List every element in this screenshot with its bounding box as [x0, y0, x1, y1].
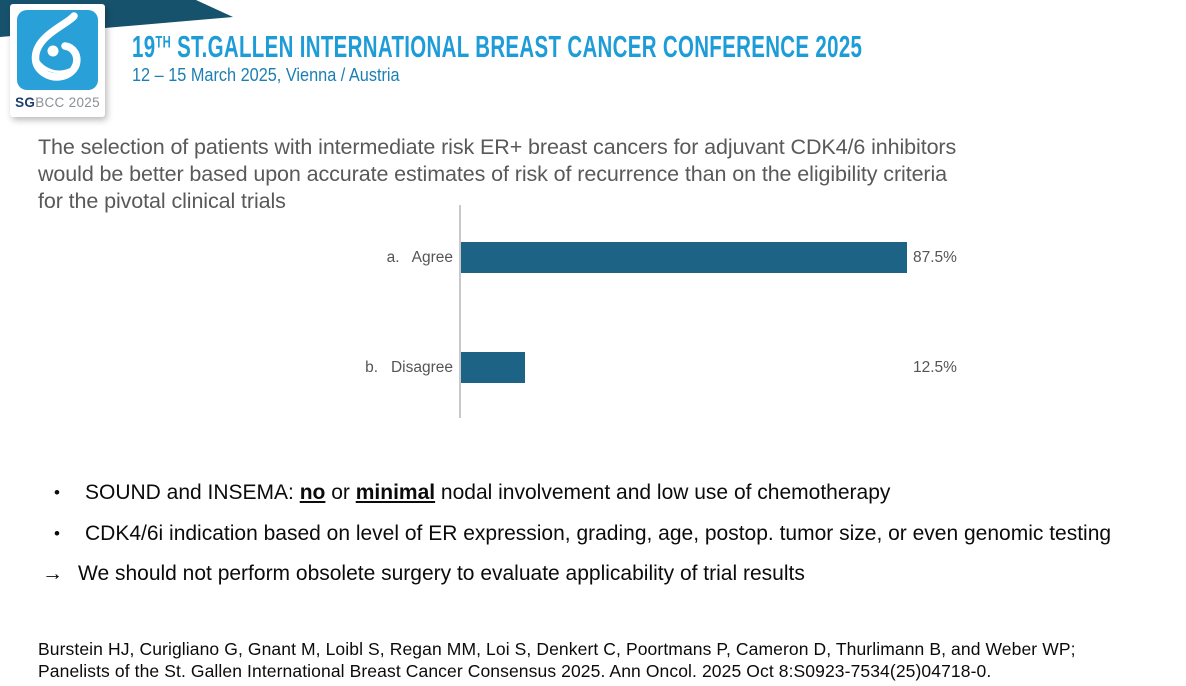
- chart-axis-line: [459, 205, 461, 418]
- bullet-marker: •: [54, 483, 60, 502]
- text-segment: nodal involvement and low use of chemoth…: [435, 481, 891, 504]
- bar-a-agree: [461, 242, 907, 273]
- bar-value-label: 12.5%: [913, 359, 957, 376]
- bullet-marker: •: [54, 524, 60, 543]
- bar-category-label: a. Agree: [386, 249, 453, 266]
- title-ordinal-sup: TH: [155, 32, 172, 52]
- sgbcc-breast-symbol-icon: [31, 12, 81, 81]
- citation-line: Burstein HJ, Curigliano G, Gnant M, Loib…: [38, 639, 1076, 659]
- citation-line: Panelists of the St. Gallen Internationa…: [38, 661, 992, 681]
- statement-line: The selection of patients with intermedi…: [38, 135, 957, 159]
- logo-label-rest: BCC 2025: [35, 95, 100, 110]
- bar-category-label: b. Disagree: [365, 359, 453, 376]
- text-segment: no: [299, 481, 326, 504]
- bullet-text: CDK4/6i indication based on level of ER …: [85, 522, 1111, 546]
- conference-logo: SGBCC 2025: [10, 4, 105, 117]
- statement-line: would be better based upon accurate esti…: [38, 162, 948, 186]
- text-segment: We should not perform obsolete surgery t…: [78, 562, 805, 585]
- logo-label-sg: SG: [15, 95, 36, 110]
- arrow-text: We should not perform obsolete surgery t…: [78, 562, 805, 586]
- statement-line: for the pivotal clinical trials: [38, 189, 286, 213]
- conference-title: 19TH ST.GALLEN INTERNATIONAL BREAST CANC…: [132, 29, 1186, 65]
- citation: Burstein HJ, Curigliano G, Gnant M, Loib…: [38, 638, 1076, 682]
- conference-subtitle-text: 12 – 15 March 2025, Vienna / Austria: [132, 64, 400, 85]
- statement-text: The selection of patients with intermedi…: [38, 134, 956, 215]
- text-segment: CDK4/6i indication based on level of ER …: [85, 522, 1112, 545]
- logo-square: [17, 10, 98, 90]
- arrow-marker: →: [42, 562, 63, 585]
- title-number: 19: [132, 29, 156, 64]
- text-segment: SOUND and INSEMA:: [85, 481, 300, 504]
- title-rest: ST.GALLEN INTERNATIONAL BREAST CANCER CO…: [171, 29, 863, 64]
- bar-b-disagree: [461, 352, 525, 383]
- poll-chart: a. Agree 87.5% b. Disagree 12.5%: [0, 200, 1186, 430]
- bar-value-label: 87.5%: [913, 249, 957, 266]
- logo-label: SGBCC 2025: [10, 95, 105, 110]
- conference-subtitle: 12 – 15 March 2025, Vienna / Austria: [132, 64, 436, 86]
- bullet-text: SOUND and INSEMA: no or minimal nodal in…: [85, 481, 890, 505]
- conference-title-text: 19TH ST.GALLEN INTERNATIONAL BREAST CANC…: [132, 29, 862, 65]
- text-segment: minimal: [355, 481, 436, 504]
- text-segment: or: [325, 481, 356, 504]
